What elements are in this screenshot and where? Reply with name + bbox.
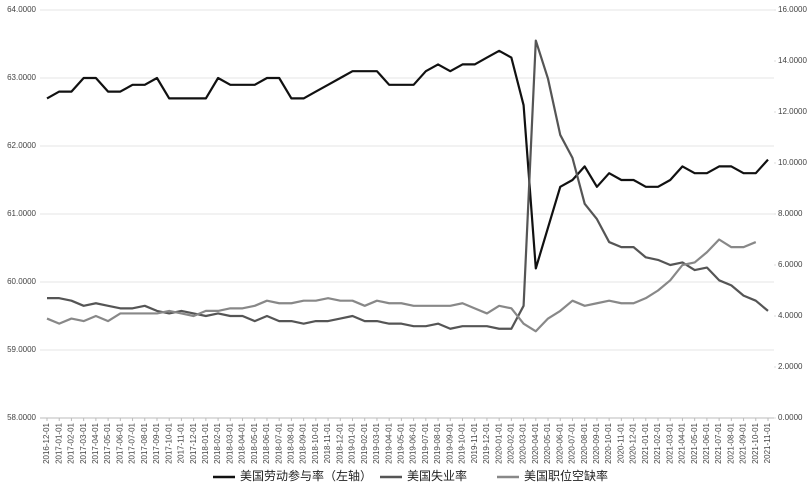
legend-label: 美国失业率 (407, 468, 467, 483)
x-tick-label: 2018-09-01 (299, 422, 308, 463)
x-tick-label: 2017-11-01 (177, 422, 186, 463)
x-tick-label: 2018-03-01 (225, 422, 234, 463)
x-tick-label: 2017-04-01 (91, 422, 100, 463)
x-tick-label: 2020-04-01 (531, 422, 540, 463)
y-tick-label: 60.0000 (7, 277, 36, 286)
x-tick-label: 2021-10-01 (751, 422, 760, 463)
series-line (46, 238, 757, 333)
x-tick-label: 2018-11-01 (323, 422, 332, 463)
x-tick-label: 2018-08-01 (287, 422, 296, 463)
y-tick-label: 59.0000 (7, 345, 36, 354)
y2-tick-label: 16.0000 (778, 5, 807, 14)
y2-tick-label: 2.0000 (778, 362, 803, 371)
legend-label: 美国职位空缺率 (524, 468, 608, 483)
y-tick-label: 62.0000 (7, 141, 36, 150)
x-tick-label: 2017-01-01 (54, 422, 63, 463)
x-tick-label: 2019-12-01 (482, 422, 491, 463)
legend-label: 美国劳动参与率（左轴） (240, 468, 372, 483)
x-tick-label: 2019-01-01 (348, 422, 357, 463)
x-tick-label: 2021-04-01 (678, 422, 687, 463)
x-tick-label: 2018-01-01 (201, 422, 210, 463)
x-tick-label: 2021-03-01 (665, 422, 674, 463)
y2-tick-label: 14.0000 (778, 56, 807, 65)
x-tick-label: 2018-02-01 (213, 422, 222, 463)
x-tick-label: 2021-09-01 (739, 422, 748, 463)
y-tick-label: 61.0000 (7, 209, 36, 218)
x-tick-label: 2017-06-01 (115, 422, 124, 463)
x-tick-label: 2019-04-01 (384, 422, 393, 463)
series-line (46, 49, 769, 270)
x-tick-label: 2019-06-01 (409, 422, 418, 463)
x-tick-label: 2020-07-01 (568, 422, 577, 463)
x-tick-label: 2020-06-01 (555, 422, 564, 463)
x-tick-label: 2019-10-01 (458, 422, 467, 463)
y2-tick-label: 0.0000 (778, 413, 803, 422)
x-tick-label: 2021-01-01 (641, 422, 650, 463)
x-tick-label: 2018-12-01 (335, 422, 344, 463)
x-tick-label: 2021-11-01 (763, 422, 772, 463)
x-tick-label: 2020-12-01 (629, 422, 638, 463)
x-tick-label: 2021-05-01 (690, 422, 699, 463)
x-tick-label: 2019-05-01 (396, 422, 405, 463)
x-tick-label: 2020-10-01 (604, 422, 613, 463)
x-tick-label: 2020-02-01 (506, 422, 515, 463)
x-tick-label: 2018-05-01 (250, 422, 259, 463)
x-tick-label: 2018-04-01 (238, 422, 247, 463)
x-tick-label: 2021-02-01 (653, 422, 662, 463)
y2-tick-label: 12.0000 (778, 107, 807, 116)
x-tick-label: 2016-12-01 (42, 422, 51, 463)
y2-tick-label: 6.0000 (778, 260, 803, 269)
x-tick-label: 2018-10-01 (311, 422, 320, 463)
series-line (47, 39, 769, 330)
x-tick-label: 2017-05-01 (103, 422, 112, 463)
y-tick-label: 58.0000 (7, 413, 36, 422)
x-tick-label: 2021-08-01 (726, 422, 735, 463)
x-tick-label: 2018-06-01 (262, 422, 271, 463)
x-tick-label: 2019-02-01 (360, 422, 369, 463)
x-tick-label: 2017-10-01 (164, 422, 173, 463)
x-tick-label: 2017-02-01 (67, 422, 76, 463)
x-tick-label: 2017-08-01 (140, 422, 149, 463)
x-tick-label: 2019-03-01 (372, 422, 381, 463)
x-tick-label: 2020-11-01 (616, 422, 625, 463)
x-tick-label: 2017-07-01 (128, 422, 137, 463)
x-tick-label: 2020-08-01 (580, 422, 589, 463)
y-tick-label: 63.0000 (7, 73, 36, 82)
x-tick-label: 2018-07-01 (274, 422, 283, 463)
y-tick-label: 64.0000 (7, 5, 36, 14)
x-tick-label: 2020-03-01 (519, 422, 528, 463)
x-tick-label: 2019-11-01 (470, 422, 479, 463)
x-tick-label: 2020-09-01 (592, 422, 601, 463)
x-tick-label: 2019-08-01 (433, 422, 442, 463)
x-tick-label: 2019-09-01 (445, 422, 454, 463)
y2-tick-label: 4.0000 (778, 311, 803, 320)
y2-tick-label: 10.0000 (778, 158, 807, 167)
x-tick-label: 2017-09-01 (152, 422, 161, 463)
x-tick-label: 2017-12-01 (189, 422, 198, 463)
y2-tick-label: 8.0000 (778, 209, 803, 218)
x-tick-label: 2020-01-01 (494, 422, 503, 463)
x-tick-label: 2021-06-01 (702, 422, 711, 463)
x-tick-label: 2020-05-01 (543, 422, 552, 463)
x-tick-label: 2021-07-01 (714, 422, 723, 463)
x-tick-label: 2019-07-01 (421, 422, 430, 463)
x-tick-label: 2017-03-01 (79, 422, 88, 463)
